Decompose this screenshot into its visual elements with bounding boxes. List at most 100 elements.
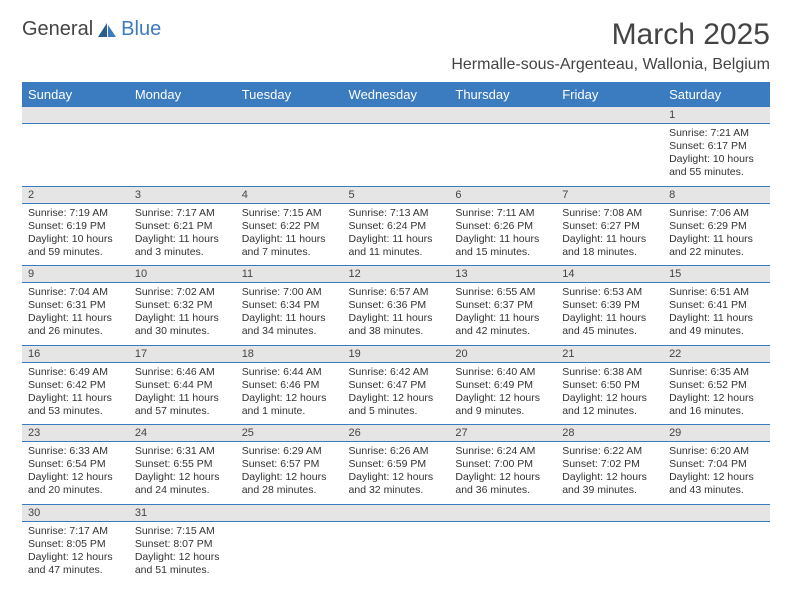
day-cell [663, 521, 770, 583]
day-day1: Daylight: 12 hours [562, 392, 657, 405]
day-cell: Sunrise: 7:11 AMSunset: 6:26 PMDaylight:… [449, 203, 556, 266]
day-number [236, 504, 343, 521]
day-number: 4 [236, 186, 343, 203]
day-cell: Sunrise: 6:49 AMSunset: 6:42 PMDaylight:… [22, 362, 129, 425]
header: General Blue March 2025 Hermalle-sous-Ar… [22, 18, 770, 74]
day-day1: Daylight: 11 hours [135, 392, 230, 405]
day-number: 8 [663, 186, 770, 203]
day-sunset: Sunset: 7:00 PM [455, 458, 550, 471]
day-day1: Daylight: 11 hours [669, 233, 764, 246]
day-day2: and 32 minutes. [349, 484, 444, 497]
day-day1: Daylight: 11 hours [242, 312, 337, 325]
day-sunrise: Sunrise: 7:17 AM [135, 207, 230, 220]
day-number [449, 504, 556, 521]
day-day2: and 18 minutes. [562, 246, 657, 259]
day-number [663, 504, 770, 521]
day-cell: Sunrise: 7:13 AMSunset: 6:24 PMDaylight:… [343, 203, 450, 266]
day-number: 26 [343, 425, 450, 442]
day-cell: Sunrise: 7:17 AMSunset: 6:21 PMDaylight:… [129, 203, 236, 266]
day-cell: Sunrise: 7:15 AMSunset: 6:22 PMDaylight:… [236, 203, 343, 266]
day-sunset: Sunset: 6:36 PM [349, 299, 444, 312]
day-day1: Daylight: 11 hours [562, 233, 657, 246]
day-number: 16 [22, 345, 129, 362]
day-number: 22 [663, 345, 770, 362]
day-data-row: Sunrise: 6:33 AMSunset: 6:54 PMDaylight:… [22, 442, 770, 505]
day-sunrise: Sunrise: 7:00 AM [242, 286, 337, 299]
day-day2: and 28 minutes. [242, 484, 337, 497]
day-sunset: Sunset: 6:57 PM [242, 458, 337, 471]
day-day1: Daylight: 12 hours [669, 471, 764, 484]
day-cell: Sunrise: 7:17 AMSunset: 8:05 PMDaylight:… [22, 521, 129, 583]
day-day1: Daylight: 12 hours [242, 392, 337, 405]
day-sunset: Sunset: 6:50 PM [562, 379, 657, 392]
day-sunset: Sunset: 6:44 PM [135, 379, 230, 392]
day-day2: and 49 minutes. [669, 325, 764, 338]
day-day1: Daylight: 11 hours [562, 312, 657, 325]
day-day2: and 30 minutes. [135, 325, 230, 338]
day-sunrise: Sunrise: 6:24 AM [455, 445, 550, 458]
day-number [22, 107, 129, 124]
day-cell: Sunrise: 6:51 AMSunset: 6:41 PMDaylight:… [663, 283, 770, 346]
logo-text-blue: Blue [121, 18, 161, 41]
day-day2: and 34 minutes. [242, 325, 337, 338]
day-sunset: Sunset: 6:21 PM [135, 220, 230, 233]
day-number [449, 107, 556, 124]
day-sunrise: Sunrise: 7:08 AM [562, 207, 657, 220]
day-sunrise: Sunrise: 6:40 AM [455, 366, 550, 379]
location-subtitle: Hermalle-sous-Argenteau, Wallonia, Belgi… [451, 56, 770, 74]
day-number: 14 [556, 266, 663, 283]
day-sunrise: Sunrise: 7:21 AM [669, 127, 764, 140]
day-sunrise: Sunrise: 6:53 AM [562, 286, 657, 299]
day-number: 6 [449, 186, 556, 203]
day-day2: and 39 minutes. [562, 484, 657, 497]
day-sunset: Sunset: 6:47 PM [349, 379, 444, 392]
day-cell: Sunrise: 7:00 AMSunset: 6:34 PMDaylight:… [236, 283, 343, 346]
day-sunrise: Sunrise: 7:04 AM [28, 286, 123, 299]
day-day1: Daylight: 12 hours [562, 471, 657, 484]
day-cell: Sunrise: 6:35 AMSunset: 6:52 PMDaylight:… [663, 362, 770, 425]
day-day2: and 22 minutes. [669, 246, 764, 259]
day-sunset: Sunset: 6:42 PM [28, 379, 123, 392]
day-number [236, 107, 343, 124]
day-data-row: Sunrise: 7:21 AMSunset: 6:17 PMDaylight:… [22, 124, 770, 187]
day-cell: Sunrise: 7:19 AMSunset: 6:19 PMDaylight:… [22, 203, 129, 266]
day-day2: and 1 minute. [242, 405, 337, 418]
day-number: 29 [663, 425, 770, 442]
day-number: 28 [556, 425, 663, 442]
day-day1: Daylight: 12 hours [28, 471, 123, 484]
day-cell: Sunrise: 6:26 AMSunset: 6:59 PMDaylight:… [343, 442, 450, 505]
day-cell: Sunrise: 6:29 AMSunset: 6:57 PMDaylight:… [236, 442, 343, 505]
day-day1: Daylight: 12 hours [242, 471, 337, 484]
calendar-body: 1Sunrise: 7:21 AMSunset: 6:17 PMDaylight… [22, 107, 770, 583]
day-sunset: Sunset: 6:37 PM [455, 299, 550, 312]
day-sunset: Sunset: 6:59 PM [349, 458, 444, 471]
day-number [556, 504, 663, 521]
day-sunset: Sunset: 6:27 PM [562, 220, 657, 233]
day-cell [449, 521, 556, 583]
day-sunrise: Sunrise: 6:33 AM [28, 445, 123, 458]
day-cell [556, 124, 663, 187]
day-number: 15 [663, 266, 770, 283]
day-cell: Sunrise: 6:33 AMSunset: 6:54 PMDaylight:… [22, 442, 129, 505]
day-number-row: 1 [22, 107, 770, 124]
day-sunrise: Sunrise: 7:11 AM [455, 207, 550, 220]
day-day2: and 26 minutes. [28, 325, 123, 338]
day-number: 17 [129, 345, 236, 362]
day-cell: Sunrise: 7:02 AMSunset: 6:32 PMDaylight:… [129, 283, 236, 346]
day-number: 21 [556, 345, 663, 362]
day-sunset: Sunset: 6:54 PM [28, 458, 123, 471]
day-number-row: 3031 [22, 504, 770, 521]
day-day1: Daylight: 11 hours [28, 392, 123, 405]
day-sunset: Sunset: 6:26 PM [455, 220, 550, 233]
day-number-row: 23242526272829 [22, 425, 770, 442]
day-number: 3 [129, 186, 236, 203]
day-number [556, 107, 663, 124]
logo-text-general: General [22, 18, 93, 41]
day-sunset: Sunset: 6:31 PM [28, 299, 123, 312]
day-cell [343, 521, 450, 583]
day-number: 24 [129, 425, 236, 442]
day-day2: and 42 minutes. [455, 325, 550, 338]
day-sunset: Sunset: 8:07 PM [135, 538, 230, 551]
day-sunrise: Sunrise: 7:02 AM [135, 286, 230, 299]
day-day2: and 20 minutes. [28, 484, 123, 497]
